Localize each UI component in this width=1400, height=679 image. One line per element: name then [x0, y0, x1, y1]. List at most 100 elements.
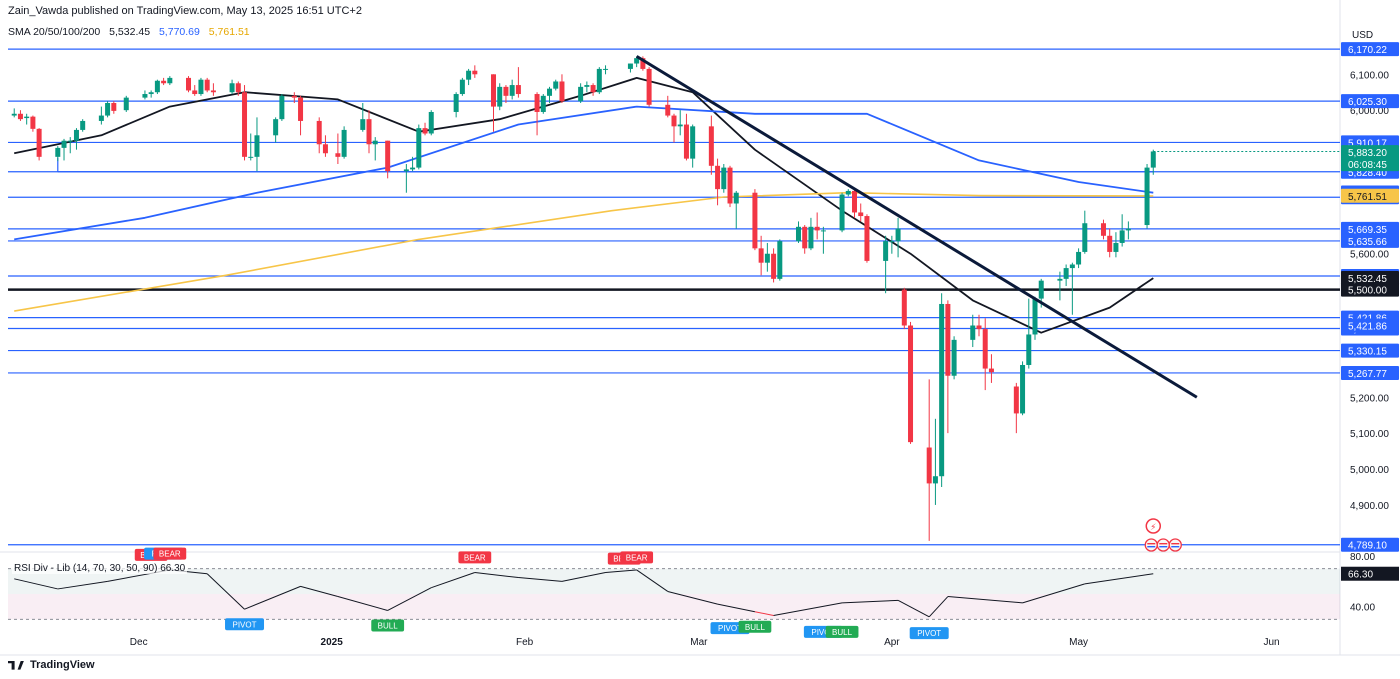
candle-body	[752, 192, 758, 249]
candle-body	[1069, 264, 1075, 269]
candle-body	[540, 95, 546, 112]
candle	[111, 101, 117, 114]
rsi-line-segment	[842, 599, 899, 604]
candle	[795, 221, 801, 243]
candle	[291, 92, 297, 104]
candle	[80, 119, 86, 132]
rsi-marker-label: PIVOT	[811, 628, 835, 637]
candle	[814, 212, 820, 240]
candle-body	[970, 325, 976, 340]
candle-body	[908, 325, 914, 443]
candle-body	[808, 226, 814, 249]
price-tick-label: 5,600.00	[1350, 250, 1389, 261]
rsi-marker-pivot: PIVOT	[909, 627, 949, 640]
price-badge-label: 5,421.86	[1348, 322, 1387, 333]
candle	[727, 165, 733, 208]
candle	[1026, 298, 1032, 369]
level-badge	[1341, 42, 1399, 57]
rsi-tick-label: 80.00	[1350, 552, 1375, 563]
candle-body	[11, 113, 17, 116]
candle-body	[715, 165, 721, 190]
rsi-line-segment	[897, 599, 930, 618]
candle-body	[939, 303, 945, 477]
candle	[204, 77, 210, 93]
candle-body	[55, 147, 61, 157]
candle	[534, 92, 540, 136]
sma-legend-label: SMA 20/50/100/200	[8, 26, 101, 38]
candle-body	[360, 119, 366, 130]
candle	[553, 79, 559, 91]
candle	[503, 85, 509, 104]
rsi-tick-label: 40.00	[1350, 603, 1375, 614]
sma-50-value: 5,770.69	[158, 26, 200, 38]
rsi-line-segment	[947, 596, 1023, 604]
candle-body	[98, 115, 104, 121]
candle	[422, 122, 428, 136]
candle	[1020, 361, 1026, 416]
candle-body	[951, 339, 957, 376]
candle-body	[385, 140, 391, 172]
level-badge-label: 5,330.15	[1348, 347, 1387, 358]
level-badge	[1341, 537, 1399, 552]
rsi-lower-band	[8, 594, 1340, 620]
candle-body	[708, 126, 714, 166]
candle-body	[596, 68, 602, 93]
candle-body	[154, 80, 160, 93]
candle	[864, 214, 870, 263]
event-lightning-glyph: ⚡	[1150, 523, 1156, 533]
candle-body	[559, 81, 565, 102]
candle	[515, 67, 521, 98]
candle-body	[198, 79, 204, 95]
candle	[895, 217, 901, 258]
candle-body	[814, 226, 820, 231]
candle	[982, 318, 988, 391]
candle-body	[24, 116, 30, 119]
main-plot	[8, 48, 1340, 546]
candle-body	[372, 140, 378, 145]
candle	[932, 418, 938, 505]
level-badge-label: 4,789.10	[1348, 541, 1387, 552]
price-tick-label: 5,000.00	[1350, 465, 1389, 476]
tradingview-logo[interactable]: TradingView	[8, 659, 95, 671]
rsi-upper-band	[8, 568, 1340, 594]
rsi-marker-label: BULL	[745, 623, 766, 632]
publish-info: Zain_Vawda published on TradingView.com,…	[8, 5, 362, 17]
candle-body	[1038, 280, 1044, 299]
candle	[1107, 228, 1113, 258]
rsi-line-segment	[518, 577, 563, 582]
rsi-marker-bear: BEAR	[153, 547, 187, 560]
rsi-marker-box	[738, 620, 772, 633]
candle-body	[671, 115, 677, 127]
sma-legend[interactable]: SMA 20/50/100/200 5,532.45 5,770.69 5,76…	[8, 26, 256, 38]
level-badge-label: 5,669.35	[1348, 225, 1387, 236]
candle-body	[547, 88, 553, 96]
candle	[889, 235, 895, 254]
price-tick-label: 6,000.00	[1350, 106, 1389, 117]
candle	[335, 133, 341, 165]
candle	[341, 126, 347, 159]
candle-body	[976, 325, 982, 330]
candle	[36, 128, 42, 161]
candle	[73, 128, 79, 150]
candle-body	[1020, 364, 1026, 414]
candle-body	[105, 103, 111, 116]
rsi-line-segment	[57, 580, 108, 590]
candle	[55, 146, 61, 162]
candle	[61, 138, 67, 161]
candle-body	[1100, 223, 1106, 236]
rsi-marker-label: BULL	[832, 628, 853, 637]
candle-body	[889, 241, 895, 243]
candle-body	[1107, 235, 1113, 252]
candle-body	[901, 289, 907, 326]
candle	[254, 117, 260, 172]
candle	[459, 77, 465, 96]
rsi-line-segment	[928, 596, 949, 618]
rsi-legend[interactable]: RSI Div - Lib (14, 70, 30, 50, 90) 66.30	[12, 563, 188, 574]
rsi-line-segment	[717, 603, 756, 613]
level-badge	[1341, 282, 1399, 297]
candle	[540, 94, 546, 114]
candle	[951, 336, 957, 380]
candle	[279, 94, 285, 121]
level-badge-label: 6,170.22	[1348, 45, 1387, 56]
